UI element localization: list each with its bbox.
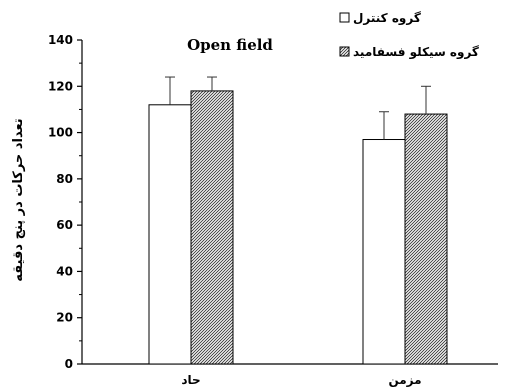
legend-label: گروه کنترل: [353, 11, 421, 26]
legend-label: گروه سیکلو فسفامید: [353, 45, 479, 60]
chart-title: Open field: [187, 36, 273, 54]
bars-group: [148, 76, 448, 365]
bar: [148, 104, 192, 365]
bar: [362, 139, 406, 365]
y-tick-label: 140: [48, 33, 73, 47]
bar: [404, 113, 448, 365]
legend-swatch: [339, 12, 350, 23]
y-axis-label: تعداد حرکات در پنج دقیقه: [11, 118, 26, 281]
y-tick-label: 0: [65, 357, 73, 371]
x-category-label: حاد: [181, 373, 200, 387]
y-tick-label: 40: [56, 264, 73, 278]
y-tick-label: 20: [56, 311, 73, 325]
legend-swatch: [339, 46, 350, 57]
y-tick-label: 100: [48, 126, 73, 140]
y-tick-label: 120: [48, 79, 73, 93]
legend: گروه کنترل گروه سیکلو فسفامید: [339, 11, 479, 60]
axes: 0 20 40 60 80 100 120 140 حاد مزمن: [48, 33, 498, 387]
y-tick-label: 80: [56, 172, 73, 186]
x-category-label: مزمن: [388, 373, 421, 387]
bar: [190, 90, 234, 365]
y-tick-label: 60: [56, 218, 73, 232]
